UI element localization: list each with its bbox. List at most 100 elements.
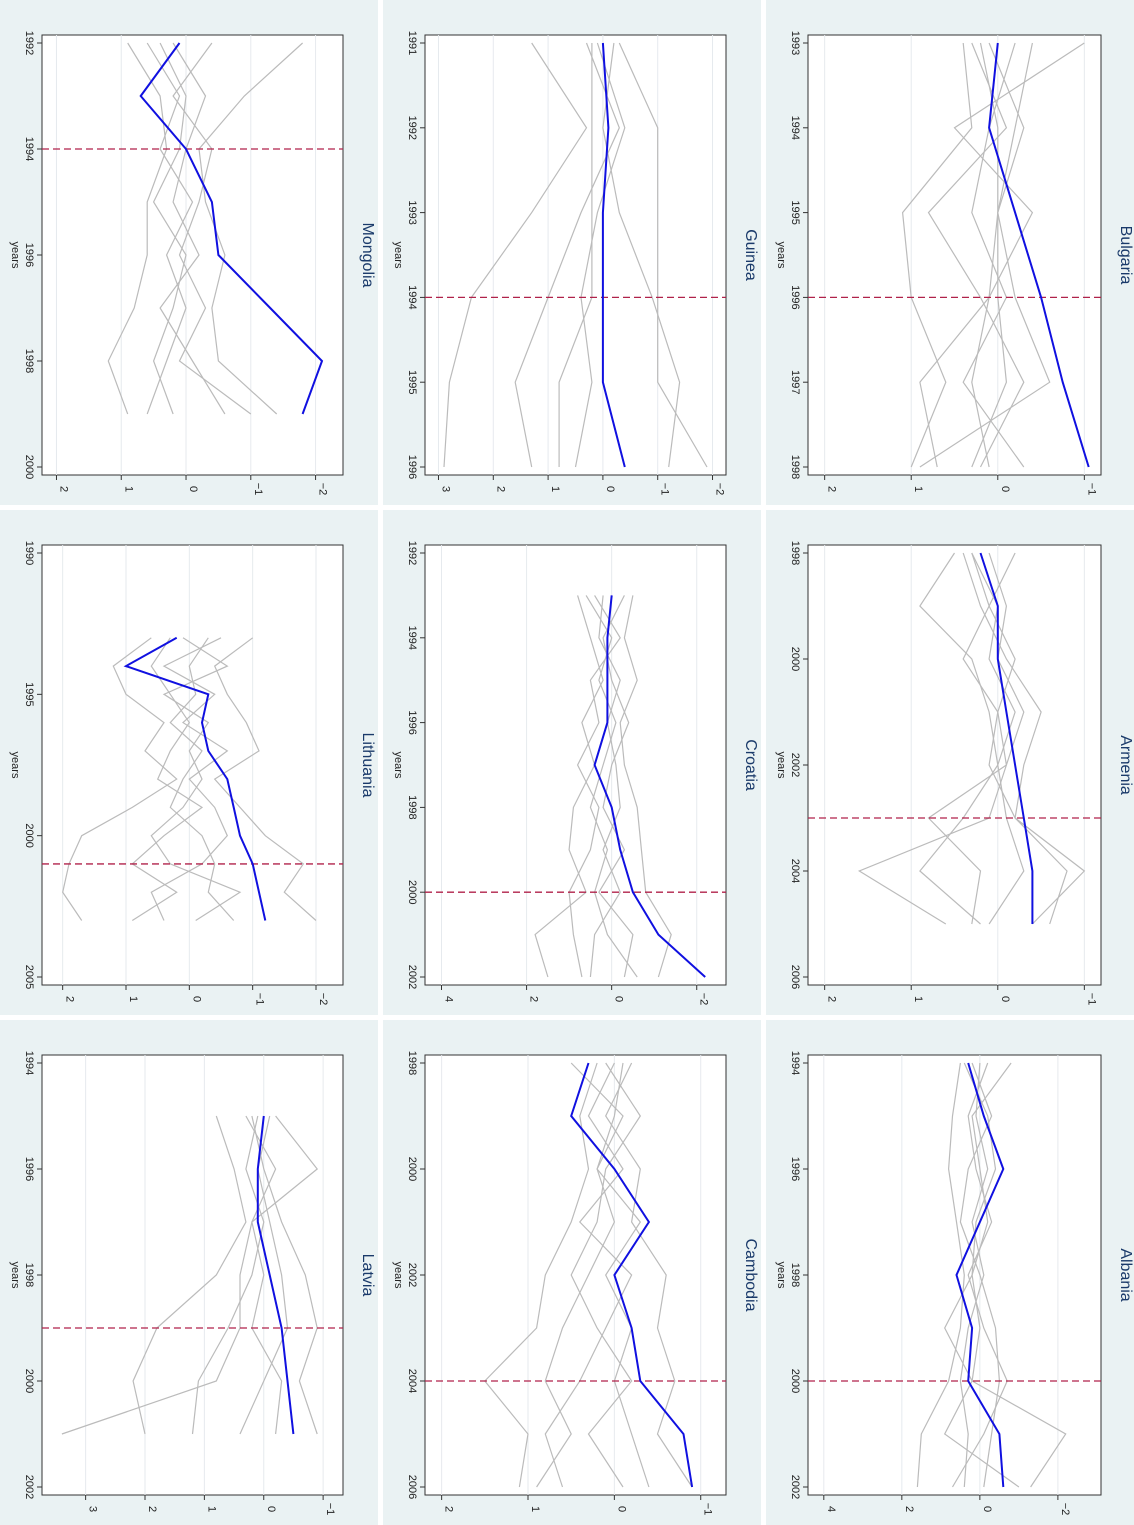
chart-panel: −2 −1 0 1 2 1990 1995 2000 2005 years Lithuania (0, 510, 378, 1015)
y-tick-label: 2 (146, 1506, 158, 1512)
y-tick-label: 4 (443, 996, 455, 1002)
x-tick-label: 2000 (789, 1369, 801, 1393)
control-series-line (534, 595, 604, 978)
plot-area (424, 1054, 727, 1496)
x-tick-label: 1994 (23, 137, 35, 161)
treated-series-line (979, 552, 1034, 924)
x-axis-label: years (392, 242, 404, 269)
x-tick-label: 2000 (23, 455, 35, 479)
treated-series-line (601, 42, 626, 468)
control-series-line (558, 43, 593, 467)
x-axis-label: years (775, 1262, 787, 1289)
treated-series-line (256, 1115, 295, 1435)
x-tick-label: 2004 (789, 859, 801, 883)
control-series-line (61, 1115, 319, 1435)
y-tick-label: −2 (317, 993, 329, 1006)
x-tick-label: 1996 (406, 710, 418, 734)
y-tick-label: 3 (439, 486, 451, 492)
x-tick-label: 1997 (789, 370, 801, 394)
control-series-line (570, 1062, 642, 1488)
x-tick-label: 2000 (789, 647, 801, 671)
y-tick-label: −1 (659, 483, 671, 496)
x-tick-label: 1998 (789, 1263, 801, 1287)
x-tick-label: 1996 (789, 285, 801, 309)
x-tick-label: 2006 (406, 1475, 418, 1499)
x-tick-label: 2002 (789, 1475, 801, 1499)
control-series-line (150, 637, 229, 921)
control-series-line (172, 42, 252, 415)
control-series-line (152, 42, 187, 415)
control-series-line (971, 42, 999, 468)
control-series-line (602, 42, 681, 468)
control-series-line (146, 42, 194, 415)
y-tick-label: 2 (826, 996, 838, 1002)
control-series-line (951, 1062, 1008, 1488)
y-tick-label: −1 (1085, 483, 1097, 496)
x-tick-label: 1993 (789, 31, 801, 55)
x-tick-label: 1992 (406, 541, 418, 565)
chart-title: Croatia (742, 739, 759, 791)
y-tick-label: 2 (57, 486, 69, 492)
control-series-line (919, 42, 1085, 468)
control-series-line (585, 595, 638, 978)
control-series-line (544, 1062, 633, 1488)
control-series-line (619, 595, 672, 978)
x-axis-label: years (392, 752, 404, 779)
x-tick-label: 1991 (406, 31, 418, 55)
chart-title: Cambodia (742, 1239, 759, 1312)
y-tick-label: −2 (698, 993, 710, 1006)
control-series-line (605, 1062, 693, 1488)
chart-panel: −1 0 1 2 3 1994 1996 1998 2000 2002 years Latvia (0, 1020, 378, 1525)
x-axis-label: years (775, 752, 787, 779)
x-tick-label: 1995 (789, 200, 801, 224)
chart-panel: −1 0 1 2 1998 2000 2002 2004 2006 years Armenia (766, 510, 1134, 1015)
control-series-line (62, 637, 178, 921)
y-tick-label: −2 (714, 483, 726, 496)
y-tick-label: 0 (265, 1506, 277, 1512)
y-tick-label: 0 (190, 996, 202, 1002)
x-tick-label: 2000 (23, 1369, 35, 1393)
x-tick-label: 2000 (406, 880, 418, 904)
x-axis-label: years (392, 1262, 404, 1289)
y-tick-label: 4 (825, 1506, 837, 1512)
y-tick-label: 0 (999, 486, 1011, 492)
x-axis-label: years (9, 242, 21, 269)
y-tick-label: 1 (122, 486, 134, 492)
y-tick-label: 0 (981, 1506, 993, 1512)
y-tick-label: 1 (912, 486, 924, 492)
control-series-line (514, 42, 620, 468)
treated-series-line (593, 595, 706, 978)
treated-series-line (570, 1062, 694, 1488)
control-series-line (971, 42, 1025, 468)
chart-panel: −2 0 2 4 1994 1996 1998 2000 2002 years Albania (766, 1020, 1134, 1525)
x-tick-label: 1995 (406, 370, 418, 394)
x-tick-label: 2004 (406, 1369, 418, 1393)
control-series-line (971, 552, 1025, 925)
control-series-line (596, 1062, 650, 1488)
control-series-line (927, 552, 1025, 925)
y-tick-label: 3 (87, 1506, 99, 1512)
x-axis-label: years (9, 1262, 21, 1289)
chart-panel: −1 0 1 2 1998 2000 2002 2004 2006 years Cambodia (383, 1020, 761, 1525)
control-series-line (251, 1115, 318, 1435)
chart-title: Armenia (1117, 735, 1134, 795)
x-tick-label: 1998 (789, 455, 801, 479)
x-tick-label: 1998 (23, 349, 35, 373)
control-series-line (131, 637, 204, 922)
control-series-line (988, 552, 1068, 925)
x-tick-label: 1994 (406, 285, 418, 309)
chart-panel: −2 0 2 4 1992 1994 1996 1998 2000 2002 years Croati… (383, 510, 761, 1015)
y-tick-label: 2 (64, 996, 76, 1002)
control-series-line (443, 42, 588, 468)
control-series-line (132, 1115, 247, 1435)
control-series-line (927, 42, 1025, 468)
control-series-line (107, 42, 168, 415)
x-axis-label: years (775, 242, 787, 269)
x-tick-label: 1994 (23, 1051, 35, 1075)
x-tick-label: 2000 (23, 823, 35, 847)
y-tick-label: 1 (529, 1506, 541, 1512)
control-series-line (169, 637, 235, 921)
treated-series-line (123, 636, 267, 921)
x-tick-label: 2006 (789, 965, 801, 989)
